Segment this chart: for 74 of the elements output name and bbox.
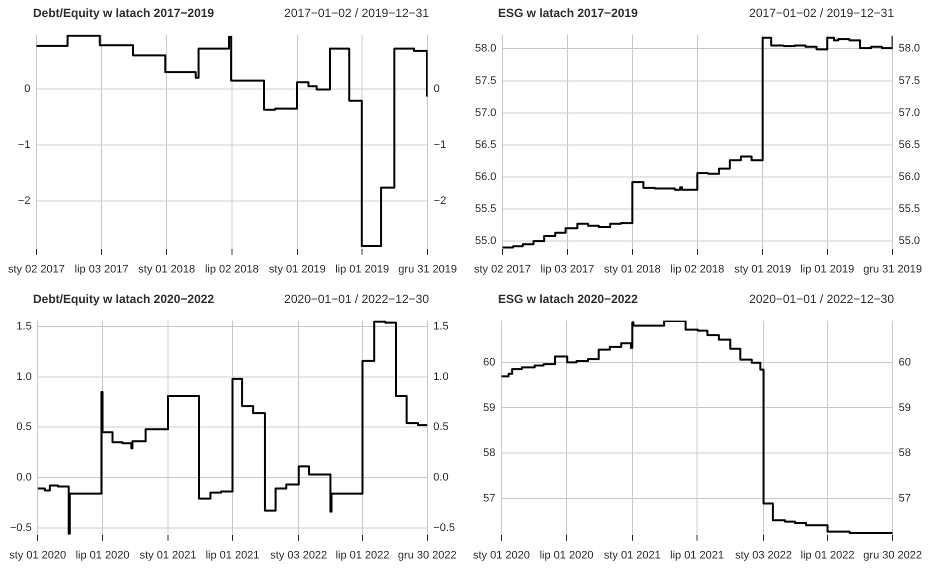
y2-tick-label: 58.0: [898, 42, 920, 55]
x-tick-label: lip 01 2019: [335, 263, 390, 276]
chart-subtitle: 2020−01−01 / 2022−12−30: [284, 292, 429, 308]
y2-tick-label: 59: [898, 402, 911, 414]
x-tick-label: sty 01 2019: [268, 263, 326, 276]
chart-title: Debt/Equity w latach 2017−2019: [33, 6, 214, 22]
x-tick-label: sty 02 2017: [474, 263, 531, 276]
y-tick-label: 57.5: [474, 74, 496, 87]
x-tick-label: sty 03 2022: [270, 549, 328, 562]
y2-tick-label: −2: [434, 195, 446, 208]
y-tick-label: 58: [483, 447, 496, 460]
y2-tick-label: −0.5: [433, 522, 456, 534]
chart-title: ESG w latach 2017−2019: [498, 6, 638, 22]
y-tick-label: 0.0: [16, 472, 32, 484]
x-tick-label: sty 03 2022: [735, 549, 792, 562]
y2-tick-label: 0.0: [433, 472, 449, 484]
chart-subtitle: 2017−01−02 / 2019−12−31: [749, 6, 894, 22]
y-tick-label: 55.0: [474, 235, 496, 248]
y-tick-label: 0: [24, 83, 30, 96]
y-tick-label: 0.5: [16, 421, 32, 434]
y-tick-label: 58.0: [474, 42, 496, 55]
y2-tick-label: 57.0: [898, 106, 920, 119]
x-tick-label: sty 01 2020: [9, 549, 66, 562]
x-tick-label: gru 30 2022: [398, 549, 457, 562]
x-tick-label: lip 01 2020: [76, 549, 130, 562]
y2-tick-label: 56.5: [898, 138, 920, 151]
chart-subtitle: 2017−01−02 / 2019−12−31: [284, 6, 429, 22]
y2-tick-label: 1.0: [433, 370, 449, 383]
chart-title: ESG w latach 2020−2022: [498, 292, 638, 308]
y-tick-label: 57.0: [474, 106, 496, 119]
y-tick-label: 57: [483, 492, 496, 505]
y-tick-label: 1.5: [16, 320, 32, 333]
y2-tick-label: −1: [434, 139, 446, 152]
x-tick-label: sty 01 2021: [604, 549, 661, 562]
x-tick-label: sty 01 2018: [138, 263, 196, 276]
y-tick-label: 56.0: [474, 171, 496, 184]
y2-tick-label: 57.5: [898, 74, 920, 87]
x-tick-label: lip 03 2017: [540, 263, 594, 276]
x-tick-label: lip 01 2020: [540, 549, 594, 562]
y-tick-label: 55.5: [474, 203, 496, 216]
x-tick-label: lip 03 2017: [74, 263, 128, 276]
y-tick-label: −1: [18, 139, 30, 152]
y2-tick-label: 1.5: [433, 320, 449, 333]
y2-tick-label: 55.0: [898, 235, 920, 248]
chart-title: Debt/Equity w latach 2020−2022: [33, 292, 214, 308]
x-tick-label: sty 01 2020: [473, 549, 530, 562]
y2-tick-label: 55.5: [898, 203, 920, 216]
x-tick-label: lip 02 2018: [670, 263, 724, 276]
x-tick-label: sty 02 2017: [8, 263, 65, 276]
y-tick-label: −2: [18, 195, 30, 208]
y-tick-label: 60: [483, 356, 496, 368]
x-tick-label: sty 01 2021: [140, 549, 196, 562]
y2-tick-label: 0: [434, 83, 440, 96]
x-tick-label: lip 01 2021: [670, 549, 724, 562]
y2-tick-label: 57: [898, 492, 911, 505]
y2-tick-label: 58: [898, 447, 911, 460]
x-tick-label: lip 02 2018: [204, 263, 259, 276]
y-tick-label: 59: [483, 402, 496, 414]
x-tick-label: sty 01 2019: [734, 263, 792, 276]
x-tick-label: gru 30 2022: [863, 549, 922, 562]
chart-subtitle: 2020−01−01 / 2022−12−30: [749, 292, 894, 308]
x-tick-label: lip 01 2022: [800, 549, 854, 562]
y2-tick-label: 56.0: [898, 171, 920, 184]
x-tick-label: gru 31 2019: [398, 263, 457, 276]
x-tick-label: lip 01 2019: [800, 263, 854, 276]
x-tick-label: lip 01 2022: [336, 549, 390, 562]
y-tick-label: 1.0: [16, 370, 32, 383]
y2-tick-label: 60: [898, 356, 911, 368]
x-tick-label: gru 31 2019: [863, 263, 922, 276]
y-tick-label: 56.5: [474, 138, 496, 151]
y2-tick-label: 0.5: [433, 421, 449, 434]
y-tick-label: −0.5: [10, 522, 32, 534]
x-tick-label: lip 01 2021: [206, 549, 260, 562]
x-tick-label: sty 01 2018: [604, 263, 661, 276]
